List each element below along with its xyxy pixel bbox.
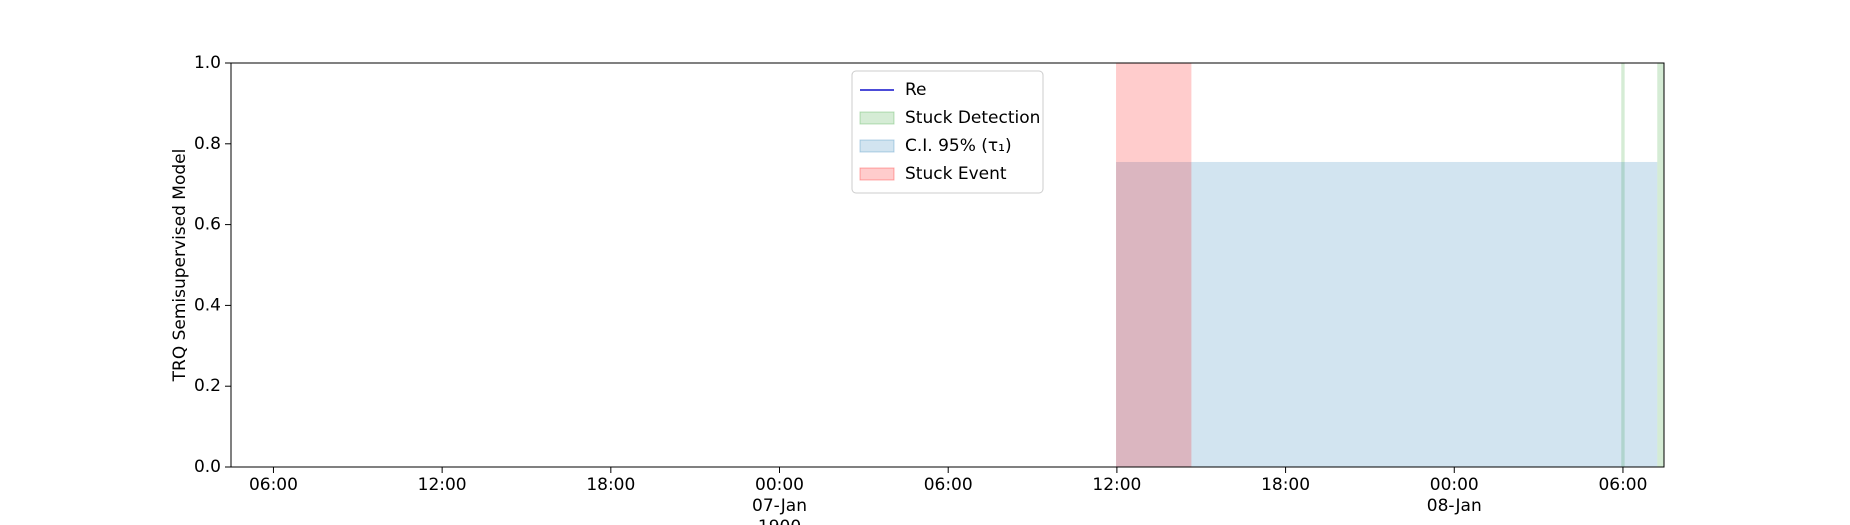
shaded-region xyxy=(1657,63,1664,467)
plot-frame xyxy=(230,62,1665,468)
x-tick-label: 06:00 xyxy=(249,475,298,495)
x-tick-date: 07-Jan xyxy=(752,496,807,516)
y-tick-label: 0.2 xyxy=(194,376,221,396)
legend-label: Re xyxy=(905,80,927,100)
x-tick-year: 1900 xyxy=(758,517,801,525)
y-tick-label: 0.6 xyxy=(194,215,221,235)
legend-box xyxy=(851,70,1044,194)
shaded-region xyxy=(1621,63,1625,467)
x-tick-date: 08-Jan xyxy=(1427,496,1482,516)
legend-patch xyxy=(859,111,895,125)
legend-patch xyxy=(859,167,895,181)
x-tick-label: 00:00 xyxy=(755,475,804,495)
shaded-region xyxy=(1116,63,1192,467)
x-tick-label: 00:00 xyxy=(1430,475,1479,495)
legend-label: C.I. 95% (τ₁) xyxy=(905,136,1012,156)
y-tick-label: 1.0 xyxy=(194,53,221,73)
x-tick-label: 12:00 xyxy=(1092,475,1141,495)
y-tick-label: 0.0 xyxy=(194,457,221,477)
x-tick-label: 06:00 xyxy=(1598,475,1647,495)
x-tick-label: 12:00 xyxy=(418,475,467,495)
y-tick-label: 0.4 xyxy=(194,295,221,315)
legend-label: Stuck Detection xyxy=(905,108,1040,128)
x-tick-label: 18:00 xyxy=(586,475,635,495)
y-axis-label: TRQ Semisupervised Model xyxy=(170,149,190,383)
x-tick-label: 06:00 xyxy=(924,475,973,495)
shaded-region xyxy=(1116,161,1658,468)
legend-patch xyxy=(859,139,895,153)
x-tick-label: 18:00 xyxy=(1261,475,1310,495)
legend-label: Stuck Event xyxy=(905,164,1007,184)
y-tick-label: 0.8 xyxy=(194,134,221,154)
